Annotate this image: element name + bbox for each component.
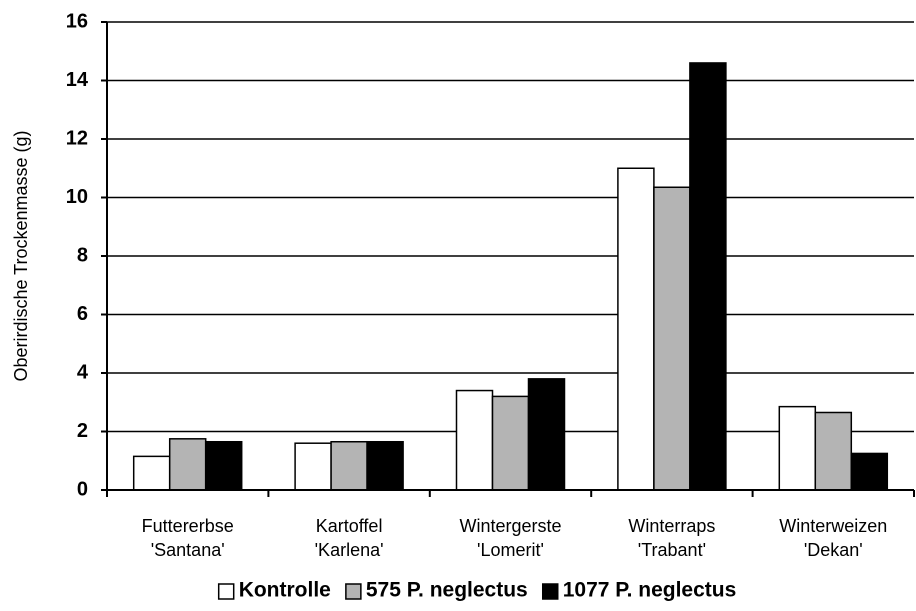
- y-tick-label: 0: [77, 478, 88, 500]
- y-tick-label: 12: [66, 127, 88, 149]
- x-tick-label: 'Karlena': [315, 540, 384, 560]
- bar: [491, 395, 530, 491]
- bar: [168, 438, 207, 491]
- x-tick-label: Kartoffel: [316, 516, 383, 536]
- x-tick-label: 'Lomerit': [477, 540, 544, 560]
- y-tick-label: 16: [66, 10, 88, 32]
- x-tick-label: Futtererbse: [142, 516, 234, 536]
- bar: [132, 455, 171, 491]
- legend-swatch: [541, 583, 559, 600]
- x-tick-label: 'Santana': [151, 540, 225, 560]
- bar: [850, 452, 889, 491]
- x-tick-label: Wintergerste: [459, 516, 561, 536]
- bar: [527, 378, 566, 491]
- y-tick-label: 6: [77, 303, 88, 325]
- y-tick-label: 4: [77, 361, 89, 383]
- legend-label: 575 P. neglectus: [366, 579, 528, 602]
- bar: [778, 405, 817, 491]
- legend-label: Kontrolle: [239, 579, 331, 602]
- bar: [204, 440, 243, 491]
- legend-label: 1077 P. neglectus: [563, 579, 737, 602]
- y-tick-label: 10: [66, 186, 88, 208]
- bar: [366, 440, 404, 491]
- x-tick-label: 'Dekan': [804, 540, 863, 560]
- bar: [653, 186, 691, 491]
- legend-swatch: [217, 583, 235, 600]
- bar: [455, 389, 494, 491]
- x-tick-label: 'Trabant': [638, 540, 706, 560]
- bar: [689, 62, 727, 491]
- y-tick-label: 14: [66, 69, 89, 91]
- legend-swatch: [345, 583, 362, 600]
- bar: [617, 167, 655, 491]
- bar: [814, 411, 853, 491]
- bar: [330, 440, 368, 491]
- y-tick-label: 2: [77, 420, 88, 442]
- y-axis-label: Oberirdische Trockenmasse (g): [11, 130, 31, 381]
- x-tick-label: Winterraps: [628, 516, 715, 536]
- bar: [294, 442, 332, 491]
- x-tick-label: Winterweizen: [779, 516, 887, 536]
- y-tick-label: 8: [77, 244, 88, 266]
